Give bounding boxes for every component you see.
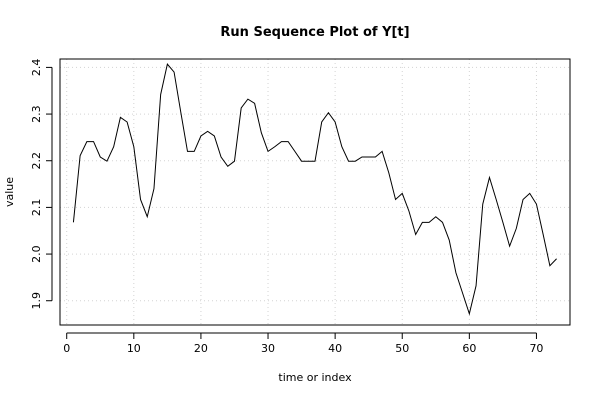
x-tick-label: 40 [328,342,342,355]
x-tick-label: 60 [462,342,476,355]
chart-title: Run Sequence Plot of Y[t] [220,25,409,40]
x-axis: 0 10 20 30 40 50 60 70 [63,332,543,355]
y-tick-label: 2.2 [30,152,43,170]
y-tick-label: 2.1 [30,199,43,217]
y-axis: 1.9 2.0 2.1 2.2 2.3 2.4 [30,59,53,310]
y-tick-label: 2.3 [30,105,43,123]
y-tick-label: 2.0 [30,245,43,262]
x-tick-label: 20 [194,342,208,355]
y-axis-label: value [3,177,16,207]
y-tick-label: 1.9 [30,292,43,310]
x-tick-label: 50 [395,342,409,355]
grid [60,59,570,325]
x-tick-label: 70 [529,342,543,355]
x-tick-label: 0 [63,342,70,355]
series-line-0 [72,63,557,316]
x-tick-label: 30 [261,342,275,355]
plot-frame [59,58,571,326]
series-layer [72,63,557,316]
x-tick-label: 10 [127,342,141,355]
x-axis-label: time or index [278,371,352,384]
y-tick-label: 2.4 [30,59,43,77]
